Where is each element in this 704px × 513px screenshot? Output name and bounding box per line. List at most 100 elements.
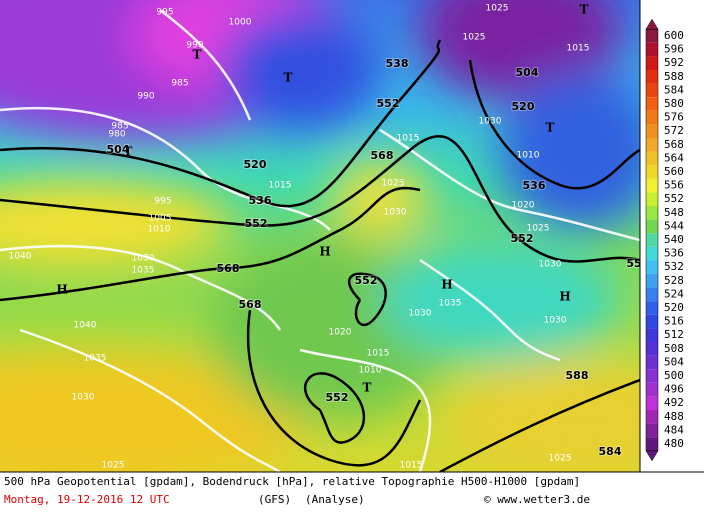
colorbar-swatch (646, 97, 658, 111)
pressure-center-label: H (56, 283, 67, 297)
footer-caption: 500 hPa Geopotential [gpdam], Bodendruck… (4, 475, 580, 488)
geopotential-label: 552 (245, 217, 268, 230)
pressure-label: 1015 (400, 461, 423, 471)
pressure-label: 1015 (397, 134, 420, 144)
geopotential-label: 504 (516, 66, 539, 79)
colorbar-swatch (646, 42, 658, 57)
colorbar-label: 560 (664, 165, 684, 178)
pressure-label: 1025 (463, 33, 486, 43)
colorbar-cap-bottom (645, 450, 659, 462)
colorbar-swatch (646, 151, 658, 166)
colorbar-swatch (646, 396, 658, 410)
colorbar-swatch (646, 342, 658, 356)
colorbar-swatch (646, 301, 658, 315)
pressure-center-label: T (193, 48, 202, 62)
geopotential-label: 55 (626, 257, 641, 270)
colorbar-label: 480 (664, 437, 684, 450)
colorbar-swatch (646, 423, 658, 438)
pressure-label: 1030 (72, 393, 95, 403)
pressure-label: 1030 (544, 316, 567, 326)
colorbar-label: 592 (664, 56, 684, 69)
colorbar-swatch (646, 287, 658, 302)
colorbar-swatch (646, 138, 658, 152)
pressure-label: 1035 (439, 299, 462, 309)
pressure-center-label: T (124, 145, 133, 159)
colorbar-swatch (646, 70, 658, 84)
geopotential-label: 552 (326, 391, 349, 404)
geopotential-label: 584 (599, 445, 622, 458)
colorbar-label: 548 (664, 206, 684, 219)
pressure-label: 1025 (549, 454, 572, 464)
pressure-label: 1015 (567, 44, 590, 54)
geopotential-label: 568 (217, 262, 240, 275)
colorbar-swatch (646, 328, 658, 342)
pressure-label: 995 (154, 197, 171, 207)
pressure-label: 990 (137, 92, 154, 102)
pressure-label: 1030 (479, 117, 502, 127)
pressure-label: 1035 (84, 354, 107, 364)
colorbar-swatch (646, 83, 658, 98)
geopotential-label: 520 (244, 158, 267, 171)
colorbar-swatch (646, 192, 658, 206)
colorbar-label: 576 (664, 111, 684, 124)
colorbar-swatch (646, 246, 658, 261)
colorbar-swatch (646, 124, 658, 138)
pressure-center-label: T (363, 381, 372, 395)
geopotential-label: 504 (107, 143, 130, 156)
colorbar-swatch (646, 260, 658, 274)
geopotential-label: 552 (377, 97, 400, 110)
colorbar-label: 580 (664, 97, 684, 110)
pressure-label: 1030 (409, 309, 432, 319)
colorbar-label: 584 (664, 83, 684, 96)
pressure-label: 1040 (9, 252, 32, 262)
colorbar-label: 596 (664, 43, 684, 56)
geopotential-label: 552 (511, 232, 534, 245)
colorbar-swatch (646, 274, 658, 288)
colorbar-label: 496 (664, 383, 684, 396)
footer-model: (GFS) (258, 493, 291, 506)
colorbar-frame (645, 28, 659, 452)
pressure-label: 1030 (132, 254, 155, 264)
colorbar-swatch (646, 29, 658, 43)
pressure-label: 1025 (102, 461, 125, 471)
colorbar-label: 500 (664, 369, 684, 382)
colorbar-swatch (646, 410, 658, 424)
colorbar-label: 532 (664, 260, 684, 273)
colorbar-swatch (646, 206, 658, 220)
colorbar-label: 516 (664, 315, 684, 328)
pressure-label: 1040 (74, 321, 97, 331)
colorbar-swatch (646, 165, 658, 179)
pressure-label: 980 (108, 130, 125, 140)
pressure-center-label: H (559, 290, 570, 304)
pressure-label: 1020 (512, 201, 535, 211)
geopotential-label: 568 (371, 149, 394, 162)
colorbar-label: 488 (664, 410, 684, 423)
colorbar-label: 568 (664, 138, 684, 151)
geopotential-label: 568 (239, 298, 262, 311)
colorbar-swatch (646, 382, 658, 397)
colorbar-swatch (646, 355, 658, 370)
pressure-center-label: T (284, 71, 293, 85)
geopotential-label: 538 (386, 57, 409, 70)
pressure-label: 1025 (382, 179, 405, 189)
colorbar-label: 540 (664, 233, 684, 246)
colorbar-label: 600 (664, 29, 684, 42)
geopotential-label: 588 (566, 369, 589, 382)
colorbar-label: 572 (664, 124, 684, 137)
colorbar-label: 536 (664, 247, 684, 260)
pressure-label: 985 (171, 79, 188, 89)
pressure-label: 1025 (527, 224, 550, 234)
colorbar-label: 508 (664, 342, 684, 355)
pressure-label: 990 (186, 41, 203, 51)
geopotential-label: 536 (523, 179, 546, 192)
pressure-label: 1015 (367, 349, 390, 359)
colorbar-label: 588 (664, 70, 684, 83)
colorbar-swatch (646, 369, 658, 383)
pressure-label: 1035 (132, 266, 155, 276)
pressure-label: 1005 (149, 214, 172, 224)
geopotential-label: 536 (249, 194, 272, 207)
colorbar-label: 528 (664, 274, 684, 287)
pressure-label: 1010 (359, 366, 382, 376)
colorbar-label: 552 (664, 192, 684, 205)
colorbar-swatch (646, 56, 658, 70)
